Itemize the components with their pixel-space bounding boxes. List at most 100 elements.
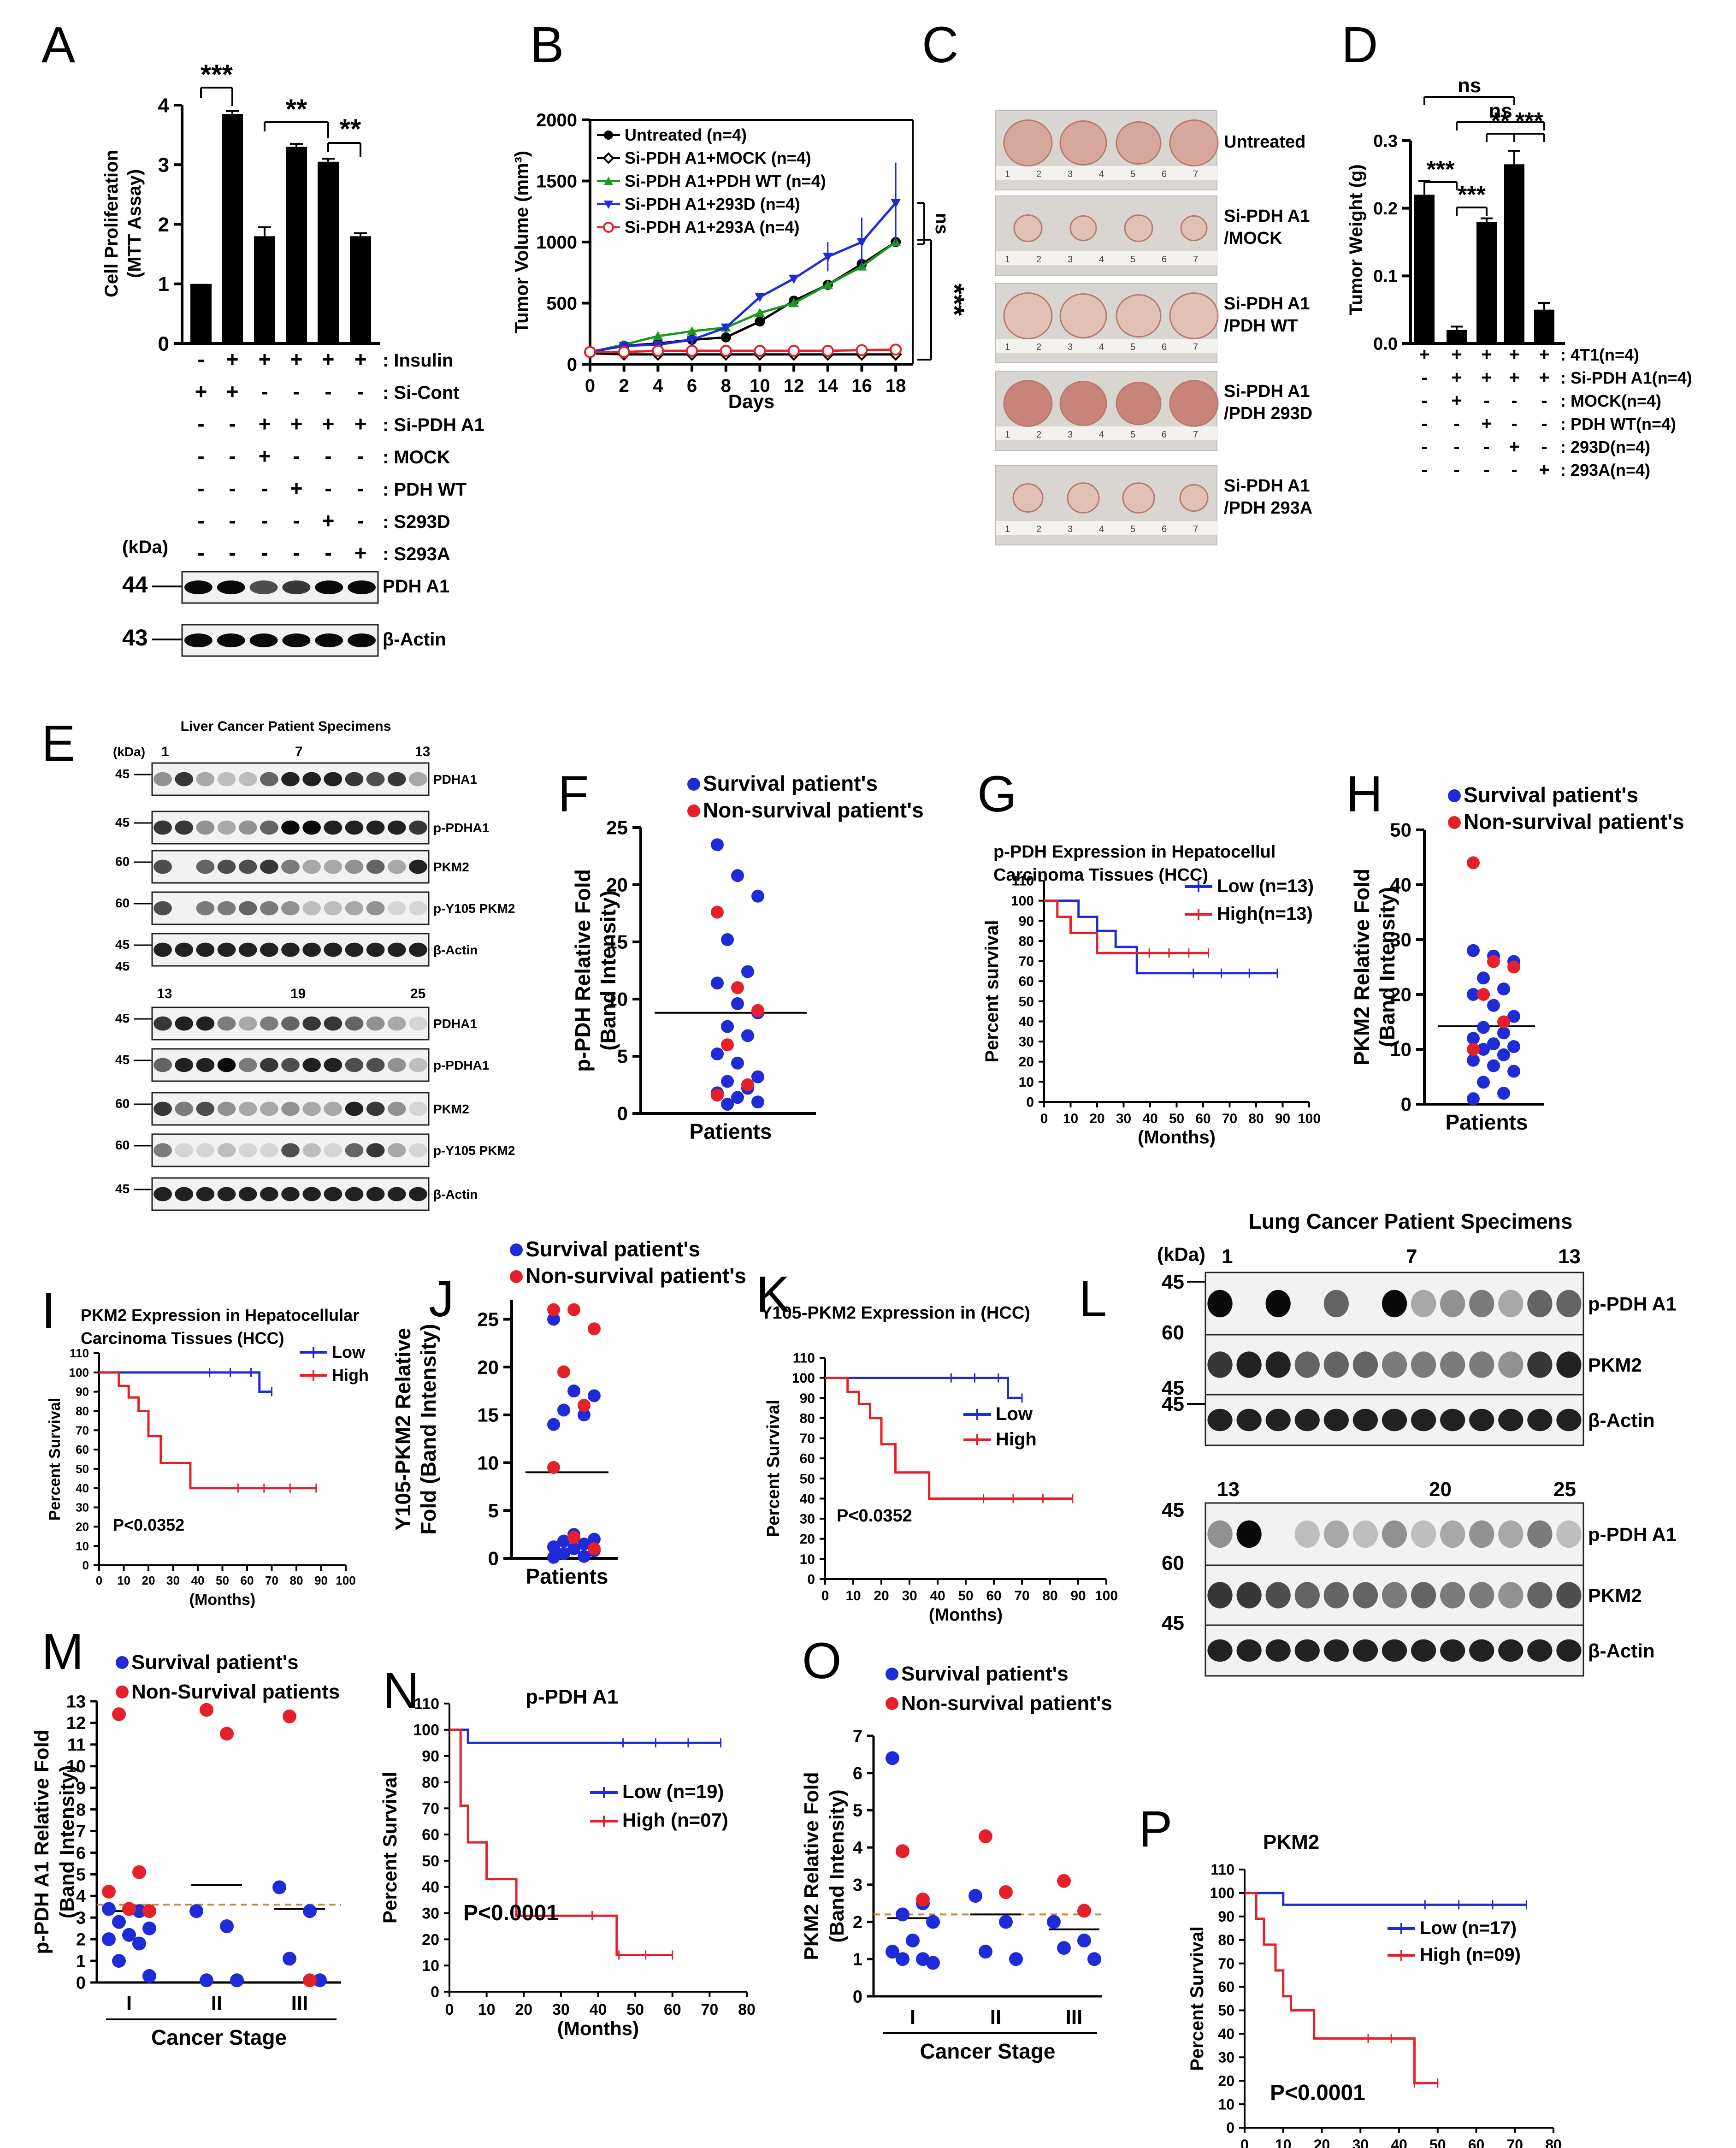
K-km-curve [825,1377,1073,1500]
C-tumor-photo: 1 2 3 4 5 6 7 [995,371,1219,451]
F-y-tick-label: 0 [617,1103,628,1124]
C-ruler [996,166,1217,180]
F-y-tick-label: 25 [606,817,628,839]
L-blot-band [1527,1639,1553,1662]
O-stage-label: I [910,2006,915,2029]
L-blot-band [1352,1351,1378,1378]
P-title: PKM2 [1263,1831,1319,1853]
B-marker [653,331,663,340]
L-blot-band [1236,1582,1262,1609]
E-blot-band [196,859,215,874]
K-x-tick-label: 50 [958,1588,973,1604]
C-tumor [1169,119,1219,166]
C-tumor [1003,292,1053,339]
O-point-nonsurvival [979,1829,992,1843]
E-blot-band [324,859,342,874]
A-condition-sign: - [261,379,268,403]
N-y-tick-label: 40 [422,1879,439,1896]
A-bar [286,147,307,343]
O-point-survival [979,1945,992,1959]
M-point-nonsurvival [132,1865,146,1879]
L-blot-name: PKM2 [1588,1354,1642,1376]
D-condition-sign: + [1539,460,1549,480]
C-row-label: Si-PDH A1 [1224,476,1310,496]
E-blot-band [324,901,342,916]
N-y-tick-label: 50 [422,1852,439,1870]
J-y-tick-label: 5 [488,1500,499,1521]
L-blot-band [1382,1639,1407,1662]
J-point-survival [578,1537,590,1550]
C-tumor [1067,482,1100,514]
O-point-survival [886,1751,899,1765]
E-blot-band [260,1016,278,1031]
E-blot-band [409,1101,427,1116]
O-point-survival [1009,1952,1023,1966]
D-y-tick-label: 0.2 [1373,199,1398,219]
A-condition-sign: - [261,541,268,565]
I-title-2: Carcinoma Tissues (HCC) [81,1329,284,1348]
P-y-tick-label: 40 [1218,2026,1234,2042]
B-legend-marker [604,130,613,140]
B-legend-marker [604,201,613,209]
F-point-survival [741,1029,754,1042]
L-blot-band [1265,1408,1291,1432]
M-point-survival [102,1932,116,1947]
E-blot-band [281,1187,300,1201]
J-point-survival [578,1550,590,1563]
K-title: Y105-PKM2 Expression in (HCC) [761,1303,1030,1323]
M-y-tick-label: 12 [66,1714,86,1733]
G-x-tick-label: 50 [1169,1111,1184,1126]
L-blot-band [1556,1408,1582,1432]
M-point-survival [142,1969,156,1983]
A-condition-sign: + [322,509,335,533]
J-y-tick-label: 15 [477,1404,499,1426]
O-point-survival [999,1915,1013,1929]
I-x-tick-label: 70 [265,1574,278,1587]
H-point-survival [1497,1087,1510,1100]
M-point-survival [122,1928,136,1942]
N-x-tick-label: 20 [515,2001,532,2018]
P-legend-label: High (n=09) [1420,1945,1521,1965]
C-tumor [1059,381,1107,426]
L-lane-number: 7 [1406,1245,1417,1268]
D-condition-sign: + [1481,367,1492,388]
K-x-tick-label: 0 [821,1588,829,1604]
D-condition-sign: - [1421,367,1427,388]
C-ruler-number: 2 [1036,169,1041,179]
panel-letter-k: K [756,1266,790,1323]
K-y-tick-label: 110 [793,1351,815,1366]
D-condition-sign: - [1511,460,1517,480]
G-km-curve [1044,899,1277,975]
J-point-survival [557,1534,570,1548]
B-x-tick-label: 14 [818,376,838,396]
A-condition-sign: + [259,444,271,468]
A-condition-sign: - [325,379,331,403]
M-point-survival [189,1904,203,1918]
D-y-tick-label: 0.1 [1373,267,1398,286]
C-tumor-photo: 1 2 3 4 5 6 7 [995,195,1217,276]
N-y-tick-label: 20 [422,1931,439,1948]
B-marker [687,336,697,345]
H-legend-nonsurvival: Non-survival patient's [1464,810,1684,834]
L-blot-band [1236,1639,1262,1662]
K-y-tick-label: 10 [800,1552,815,1567]
E-blot-band [260,772,278,787]
L-blot-name: p-PDH A1 [1588,1524,1677,1545]
E-blot-mw: 45 [115,1011,130,1025]
M-y-tick-label: 10 [66,1757,86,1776]
H-legend-dot-survival [1448,789,1461,802]
B-sig-ns: ns [932,213,952,235]
E-blot-band [260,942,278,957]
N-legend-label: Low (n=19) [622,1781,724,1802]
L-blot-mw: 45 [1162,1393,1184,1415]
C-ruler-number: 2 [1036,342,1041,352]
C-tumor [1116,121,1162,165]
C-ruler-number: 6 [1162,254,1167,265]
A-condition-label: : Insulin [383,350,453,371]
A-bar [254,236,275,343]
A-condition-sign: - [197,541,204,565]
C-ruler-number: 5 [1130,169,1135,179]
D-condition-sign: + [1481,344,1492,365]
B-y-tick-label: 0 [567,355,577,375]
E-blot-mw: 60 [115,896,130,910]
